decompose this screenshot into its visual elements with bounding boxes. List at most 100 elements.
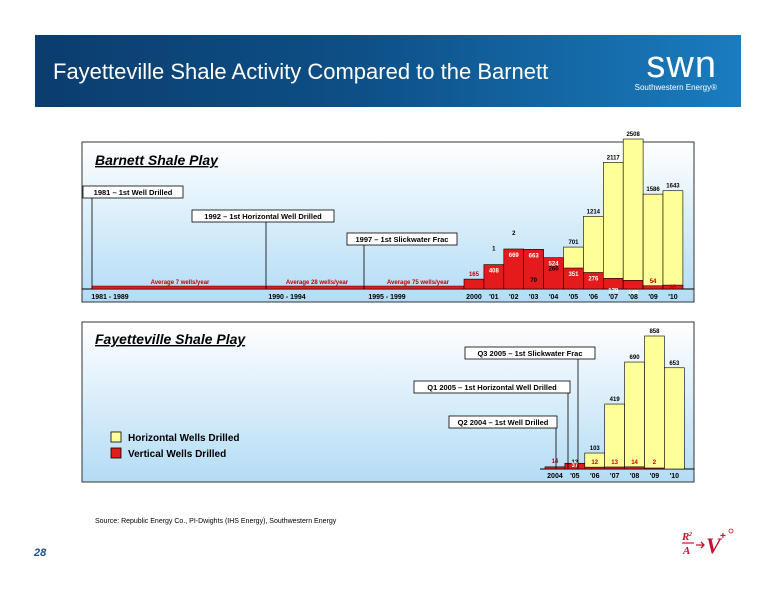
fayetteville-vertical-data-label: 2 <box>653 460 657 466</box>
svg-text:+: + <box>720 531 726 542</box>
barnett-milestone-box <box>191 209 335 223</box>
barnett-vertical-bar <box>662 284 684 290</box>
fayetteville-chart-title: Fayetteville Shale Play <box>95 331 246 347</box>
fayetteville-milestone-label: Q2 2004 – 1st Well Drilled <box>458 418 549 427</box>
barnett-milestone-label: 1992 – 1st Horizontal Well Drilled <box>204 212 322 221</box>
barnett-horizontal-data-label: 1214 <box>587 209 601 215</box>
barnett-vertical-data-label: 54 <box>650 279 657 285</box>
barnett-tick-label: '06 <box>589 294 599 301</box>
fayetteville-horizontal-data-label: 419 <box>610 397 621 403</box>
legend-swatch-vertical <box>110 447 122 459</box>
barnett-horizontal-data-label: 701 <box>568 240 579 246</box>
barnett-vertical-data-label: 351 <box>568 272 579 278</box>
barnett-milestone-label: 1981 – 1st Well Drilled <box>94 188 173 197</box>
legend-label-vertical: Vertical Wells Drilled <box>128 449 226 460</box>
fayetteville-horizontal-data-label: 690 <box>630 355 641 361</box>
barnett-milestone-box <box>82 185 184 199</box>
fayetteville-vertical-bar <box>584 466 605 470</box>
page-title: Fayetteville Shale Activity Compared to … <box>53 59 549 84</box>
barnett-horizontal-data-label: 1643 <box>666 184 680 190</box>
barnett-tick-label: 1995 - 1999 <box>368 294 405 301</box>
barnett-period-bar <box>363 285 465 290</box>
barnett-tick-label: '09 <box>648 294 658 301</box>
barnett-period-bar <box>91 285 267 290</box>
header-banner: Fayetteville Shale Activity Compared to … <box>35 35 741 107</box>
barnett-tick-label: '03 <box>529 294 539 301</box>
source-note: Source: Republic Energy Co., PI-Dwights … <box>95 518 337 525</box>
fayetteville-tick-label: '07 <box>610 473 620 480</box>
fayetteville-tick-label: '10 <box>670 473 680 480</box>
barnett-tick-label: 1981 - 1989 <box>91 294 128 301</box>
barnett-horizontal-data-label: 260 <box>549 266 560 272</box>
barnett-vertical-bar <box>463 278 485 290</box>
barnett-horizontal-data-label: 2 <box>512 231 516 237</box>
fayetteville-tick-label: '09 <box>650 473 660 480</box>
svg-text:R: R <box>681 531 689 543</box>
barnett-horizontal-data-label: 2508 <box>626 132 640 138</box>
barnett-period-bar <box>265 285 365 290</box>
fayetteville-vertical-bar <box>604 466 625 470</box>
barnett-vertical-data-label: 276 <box>588 276 599 282</box>
fayetteville-vertical-data-label: 14 <box>552 459 559 465</box>
rav-logo-icon: R 2 A V + <box>681 528 734 558</box>
barnett-horizontal-bar <box>662 190 684 290</box>
barnett-tick-label: '08 <box>628 294 638 301</box>
fayetteville-vertical-data-label: 12 <box>591 460 598 466</box>
fayetteville-horizontal-bar <box>664 367 685 470</box>
fayetteville-horizontal-bar <box>644 335 665 470</box>
barnett-vertical-data-label: 65 <box>670 285 677 291</box>
barnett-vertical-data-label: 408 <box>489 269 500 275</box>
barnett-tick-label: '02 <box>509 294 519 301</box>
barnett-period-label: Average 75 wells/year <box>387 280 450 286</box>
barnett-period-label: Average 7 wells/year <box>151 280 210 286</box>
svg-text:V: V <box>706 533 723 558</box>
barnett-horizontal-data-label: 70 <box>530 278 537 284</box>
barnett-vertical-data-label: 524 <box>549 262 560 268</box>
fayetteville-tick-label: '06 <box>590 473 600 480</box>
fayetteville-milestone-label: Q1 2005 – 1st Horizontal Well Drilled <box>427 383 557 392</box>
logo-mark: swn <box>646 44 717 86</box>
fayetteville-vertical-data-label: 13 <box>611 460 618 466</box>
barnett-vertical-bar <box>642 285 664 290</box>
barnett-tick-label: '07 <box>609 294 619 301</box>
fayetteville-milestone-box <box>448 415 558 429</box>
barnett-vertical-data-label: 178 <box>608 288 619 294</box>
barnett-vertical-data-label: 165 <box>469 272 480 278</box>
barnett-horizontal-data-label: 1 <box>492 247 496 253</box>
barnett-horizontal-bar <box>622 138 644 290</box>
legend-label-horizontal: Horizontal Wells Drilled <box>128 433 240 444</box>
barnett-horizontal-bar <box>642 193 664 290</box>
fayetteville-vertical-bar <box>644 467 665 470</box>
legend-swatch-horizontal <box>110 431 122 443</box>
fayetteville-milestone-box <box>464 346 596 360</box>
company-logo: swn Southwestern Energy® <box>635 44 717 92</box>
fayetteville-tick-label: '08 <box>630 473 640 480</box>
barnett-tick-label: 2000 <box>466 294 482 301</box>
barnett-tick-label: '10 <box>668 294 678 301</box>
svg-text:A: A <box>682 545 690 557</box>
barnett-tick-label: '01 <box>489 294 499 301</box>
barnett-chart-title: Barnett Shale Play <box>95 152 219 168</box>
fayetteville-milestone-box <box>413 380 571 394</box>
barnett-vertical-bar <box>622 280 644 290</box>
barnett-chart: Barnett Shale Play Average 7 wells/year 19… <box>81 132 695 303</box>
barnett-horizontal-bar <box>602 162 624 290</box>
fayetteville-horizontal-data-label: 653 <box>669 361 680 367</box>
barnett-horizontal-data-label: 2117 <box>607 155 621 161</box>
barnett-tick-label: '04 <box>549 294 559 301</box>
barnett-milestone-box <box>346 232 458 246</box>
page-number: 28 <box>34 547 47 559</box>
fayetteville-vertical-data-label: 14 <box>631 460 638 466</box>
fayetteville-horizontal-data-label: 103 <box>590 446 601 452</box>
fayetteville-milestone-label: Q3 2005 – 1st Slickwater Frac <box>477 349 582 358</box>
barnett-tick-label: '05 <box>569 294 579 301</box>
barnett-milestone-label: 1997 – 1st Slickwater Frac <box>356 235 449 244</box>
fayetteville-vertical-bar <box>624 466 645 470</box>
fayetteville-vertical-bar <box>544 466 566 470</box>
barnett-horizontal-data-label: 1586 <box>646 187 660 193</box>
barnett-vertical-data-label: 663 <box>529 253 540 259</box>
barnett-tick-label: 1990 - 1994 <box>268 294 305 301</box>
fayetteville-vertical-data-label: 37 <box>572 463 579 469</box>
fayetteville-tick-label: '05 <box>570 473 580 480</box>
fayetteville-tick-label: 2004 <box>547 473 563 480</box>
